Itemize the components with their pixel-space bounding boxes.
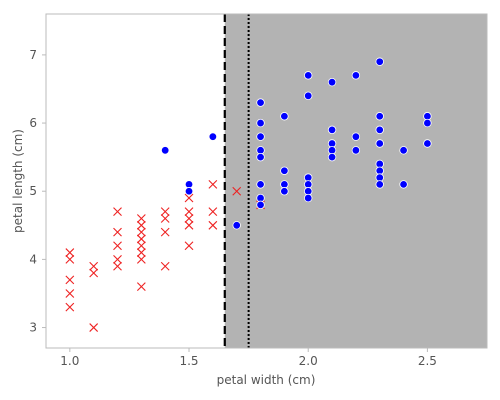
x-axis-ticks: 1.0 1.5 2.0 2.5 (60, 348, 437, 368)
point-x-marker (232, 186, 242, 196)
point-circle-marker (184, 187, 194, 196)
point-x-marker (184, 241, 194, 251)
point-circle-marker (256, 152, 265, 162)
point-x-marker (136, 254, 146, 264)
point-x-marker (208, 180, 218, 189)
x-axis-label: petal width (cm) (217, 373, 316, 387)
point-circle-marker (327, 152, 337, 162)
point-x-marker (89, 268, 99, 278)
point-circle-marker (280, 166, 289, 175)
point-circle-marker (256, 180, 265, 189)
point-x-marker (113, 227, 122, 237)
x-tick-label: 1.0 (60, 354, 79, 368)
point-x-marker (136, 248, 146, 257)
point-x-marker (208, 220, 218, 230)
point-x-marker (160, 207, 170, 217)
point-circle-marker (375, 139, 384, 148)
point-x-marker (113, 207, 122, 217)
point-x-marker (136, 282, 146, 292)
point-x-marker (113, 241, 122, 251)
y-axis-label: petal length (cm) (11, 129, 25, 233)
y-tick-label: 5 (29, 184, 37, 198)
point-x-marker (113, 261, 122, 271)
point-x-marker (184, 193, 194, 203)
point-x-marker (136, 234, 146, 244)
point-x-marker (136, 220, 146, 230)
point-x-marker (136, 214, 146, 223)
point-x-marker (65, 254, 75, 264)
point-x-marker (184, 220, 194, 230)
y-tick-label: 4 (29, 252, 37, 266)
point-x-marker (65, 248, 75, 257)
point-x-marker (184, 207, 194, 217)
point-circle-marker (232, 221, 241, 230)
point-circle-marker (160, 146, 170, 155)
x-tick-label: 2.0 (299, 354, 318, 368)
point-x-marker (136, 241, 146, 251)
point-circle-marker (399, 146, 408, 155)
point-circle-marker (375, 180, 384, 189)
decision-region (224, 14, 487, 348)
point-x-marker (160, 227, 170, 237)
point-circle-marker (280, 112, 289, 121)
point-x-marker (160, 261, 170, 271)
point-x-marker (65, 289, 75, 298)
point-circle-marker (304, 71, 313, 80)
data-points (65, 57, 432, 332)
point-x-marker (89, 261, 99, 271)
point-circle-marker (256, 98, 265, 107)
point-x-marker (184, 214, 194, 223)
point-x-marker (208, 207, 218, 217)
point-circle-marker (304, 193, 313, 203)
point-circle-marker (399, 180, 408, 189)
point-circle-marker (423, 118, 432, 128)
x-tick-label: 1.5 (179, 354, 198, 368)
point-circle-marker (256, 132, 265, 141)
point-x-marker (65, 275, 75, 285)
plot-frame (45, 13, 488, 349)
point-circle-marker (375, 125, 384, 135)
y-tick-label: 7 (29, 48, 37, 62)
point-circle-marker (208, 132, 218, 141)
point-circle-marker (327, 77, 337, 87)
point-circle-marker (351, 146, 361, 155)
point-circle-marker (351, 132, 361, 141)
point-circle-marker (256, 118, 265, 128)
point-circle-marker (351, 71, 361, 80)
x-tick-label: 2.5 (418, 354, 437, 368)
point-x-marker (113, 254, 122, 264)
point-circle-marker (256, 200, 265, 210)
point-x-marker (65, 302, 75, 312)
y-tick-label: 3 (29, 321, 37, 335)
y-axis-ticks: 3 4 5 6 7 (29, 48, 46, 335)
point-circle-marker (304, 91, 313, 100)
point-x-marker (136, 227, 146, 237)
point-x-marker (160, 214, 170, 223)
point-circle-marker (423, 139, 432, 148)
point-circle-marker (280, 187, 289, 196)
point-x-marker (89, 323, 99, 332)
point-circle-marker (375, 112, 384, 121)
y-tick-label: 6 (29, 116, 37, 130)
point-circle-marker (327, 125, 337, 135)
point-circle-marker (375, 57, 384, 66)
